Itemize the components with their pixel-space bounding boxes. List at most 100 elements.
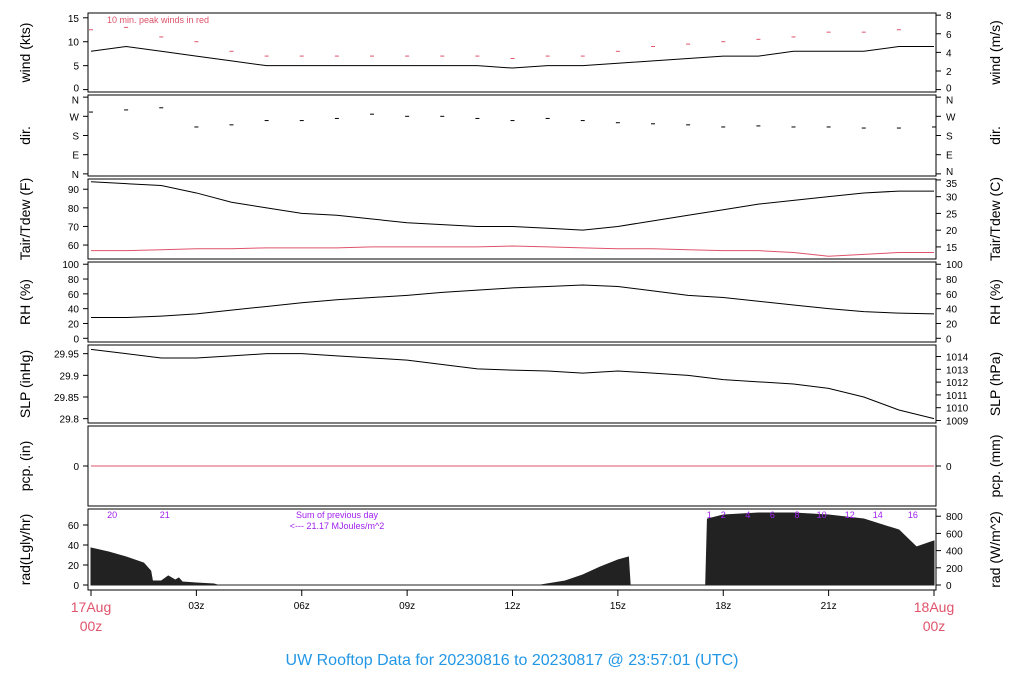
y-tick-label: N: [72, 170, 79, 181]
y-tick-label: 29.85: [54, 393, 79, 404]
hour-mark-label: 8: [795, 510, 800, 520]
y-axis-label: pcp. (in): [17, 441, 33, 492]
y-tick-label-right: 35: [946, 179, 958, 190]
y-axis-label-right: RH (%): [987, 279, 1003, 325]
y-tick-label-right: 0: [946, 462, 952, 473]
hour-mark-label: 12: [845, 510, 855, 520]
peak-wind-note: 10 min. peak winds in red: [107, 15, 209, 25]
y-tick-label: 60: [68, 241, 80, 252]
y-tick-label-right: 2: [946, 67, 952, 78]
panel-frame: [87, 261, 937, 343]
y-tick-label: 15: [68, 14, 80, 25]
y-tick-label: 100: [62, 260, 79, 271]
panel-pcp: pcp. (in) pcp. (mm) 0 0: [17, 425, 1003, 507]
y-tick-label-right: 40: [946, 305, 958, 316]
y-tick-label: 5: [73, 62, 79, 73]
y-tick-label: 40: [68, 541, 80, 552]
x-start-hour: 00z: [80, 618, 103, 634]
x-end-date: 18Aug: [914, 599, 954, 615]
hour-mark-label: 2: [721, 510, 726, 520]
y-axis-label: Tair/Tdew (F): [17, 178, 33, 260]
y-axis-label: RH (%): [17, 279, 33, 325]
y-tick-label-right: 30: [946, 193, 958, 204]
x-axis: 03z 06z 09z 12z 15z 18z 21z 17Aug 00z 18Aug 00z: [71, 589, 954, 634]
y-tick-label-right: 0: [946, 334, 952, 345]
y-tick-label-right: 60: [946, 290, 958, 301]
y-axis-label: SLP (inHg): [17, 350, 33, 418]
hour-mark-label: 16: [908, 510, 918, 520]
y-tick-label-right: 1009: [946, 416, 969, 427]
y-tick-label-right: 15: [946, 243, 958, 254]
y-tick-label-right: 1010: [946, 404, 969, 415]
y-tick-label-right: 600: [946, 529, 963, 540]
chart-title: UW Rooftop Data for 20230816 to 20230817…: [286, 652, 739, 669]
y-tick-label: 0: [73, 581, 79, 592]
series-dir-0: [89, 107, 936, 129]
y-tick-label: 90: [68, 185, 80, 196]
y-tick-label: 80: [68, 275, 80, 286]
y-axis-label-right: rad (W/m^2): [987, 511, 1003, 588]
y-axis-label: wind (kts): [17, 23, 33, 84]
y-tick-label-right: 1012: [946, 378, 969, 389]
series-rad-0: [90, 512, 935, 586]
x-end-hour: 00z: [923, 618, 946, 634]
y-tick-label-right: 80: [946, 275, 958, 286]
series-wind-0: [90, 46, 934, 69]
panel-rh: RH (%) RH (%) 0 20 40 60 80 100 0 20 40 60 80 100: [17, 260, 1003, 345]
y-tick-label-right: N: [946, 95, 953, 106]
y-tick-label-right: 1013: [946, 365, 969, 376]
y-tick-label: 29.9: [60, 371, 80, 382]
y-axis-label-right: dir.: [987, 126, 1003, 145]
y-tick-label-right: 6: [946, 30, 952, 41]
y-tick-label: 10: [68, 38, 80, 49]
series-line: [90, 46, 934, 69]
hour-mark-label: 20: [107, 510, 117, 520]
x-tick-label: 09z: [399, 601, 415, 612]
y-axis-label-right: SLP (hPa): [987, 352, 1003, 416]
hour-mark-label: 4: [745, 510, 750, 520]
series-line: [91, 245, 934, 257]
panel-frame: [87, 344, 937, 424]
series-line: [90, 348, 935, 420]
hour-mark-label: 1: [707, 510, 712, 520]
radiation-area: [90, 512, 935, 586]
y-tick-label-right: 400: [946, 547, 963, 558]
x-start-date: 17Aug: [71, 599, 111, 615]
y-tick-label-right: 25: [946, 209, 958, 220]
panel-frame: [87, 94, 937, 177]
x-tick-label: 15z: [610, 601, 626, 612]
y-axis-label: dir.: [17, 126, 33, 145]
series-temp-1: [91, 245, 934, 257]
y-tick-label: 80: [68, 204, 80, 215]
y-tick-label-right: 4: [946, 48, 952, 59]
series-rh-0: [91, 284, 935, 319]
y-axis-label-right: Tair/Tdew (C): [987, 177, 1003, 261]
panel-wind: wind (kts) wind (m/s) 0 5 10 15 0 2 4 6 8 10 min. p…: [17, 11, 1003, 94]
radiation-sum-note: Sum of previous day: [296, 510, 379, 520]
y-tick-label-right: 0: [946, 581, 952, 592]
y-axis-label-right: wind (m/s): [987, 20, 1003, 86]
series-line: [90, 181, 934, 231]
x-tick-label: 06z: [294, 601, 310, 612]
y-tick-label: 20: [68, 561, 80, 572]
y-tick-label: W: [70, 112, 80, 123]
y-tick-label: 40: [68, 305, 80, 316]
y-tick-label: 0: [73, 462, 79, 473]
y-tick-label: S: [72, 132, 79, 143]
y-tick-label: 60: [68, 521, 80, 532]
x-tick-label: 21z: [821, 601, 837, 612]
series-wind-1: [89, 26, 901, 59]
y-tick-label-right: W: [946, 112, 956, 123]
radiation-sum-value: <--- 21.17 MJoules/m^2: [290, 521, 385, 531]
y-tick-label-right: 8: [946, 11, 952, 22]
y-tick-label-right: N: [946, 167, 953, 178]
panel-temp: Tair/Tdew (F) Tair/Tdew (C) 60 70 80 90 15 20 25…: [17, 177, 1003, 261]
series-slp-0: [90, 348, 935, 420]
hour-mark-label: 6: [770, 510, 775, 520]
y-tick-label-right: 800: [946, 512, 963, 523]
series-line: [91, 284, 935, 319]
y-axis-label: rad(Lgly/hr): [17, 514, 33, 586]
y-tick-label-right: 1011: [946, 391, 968, 402]
